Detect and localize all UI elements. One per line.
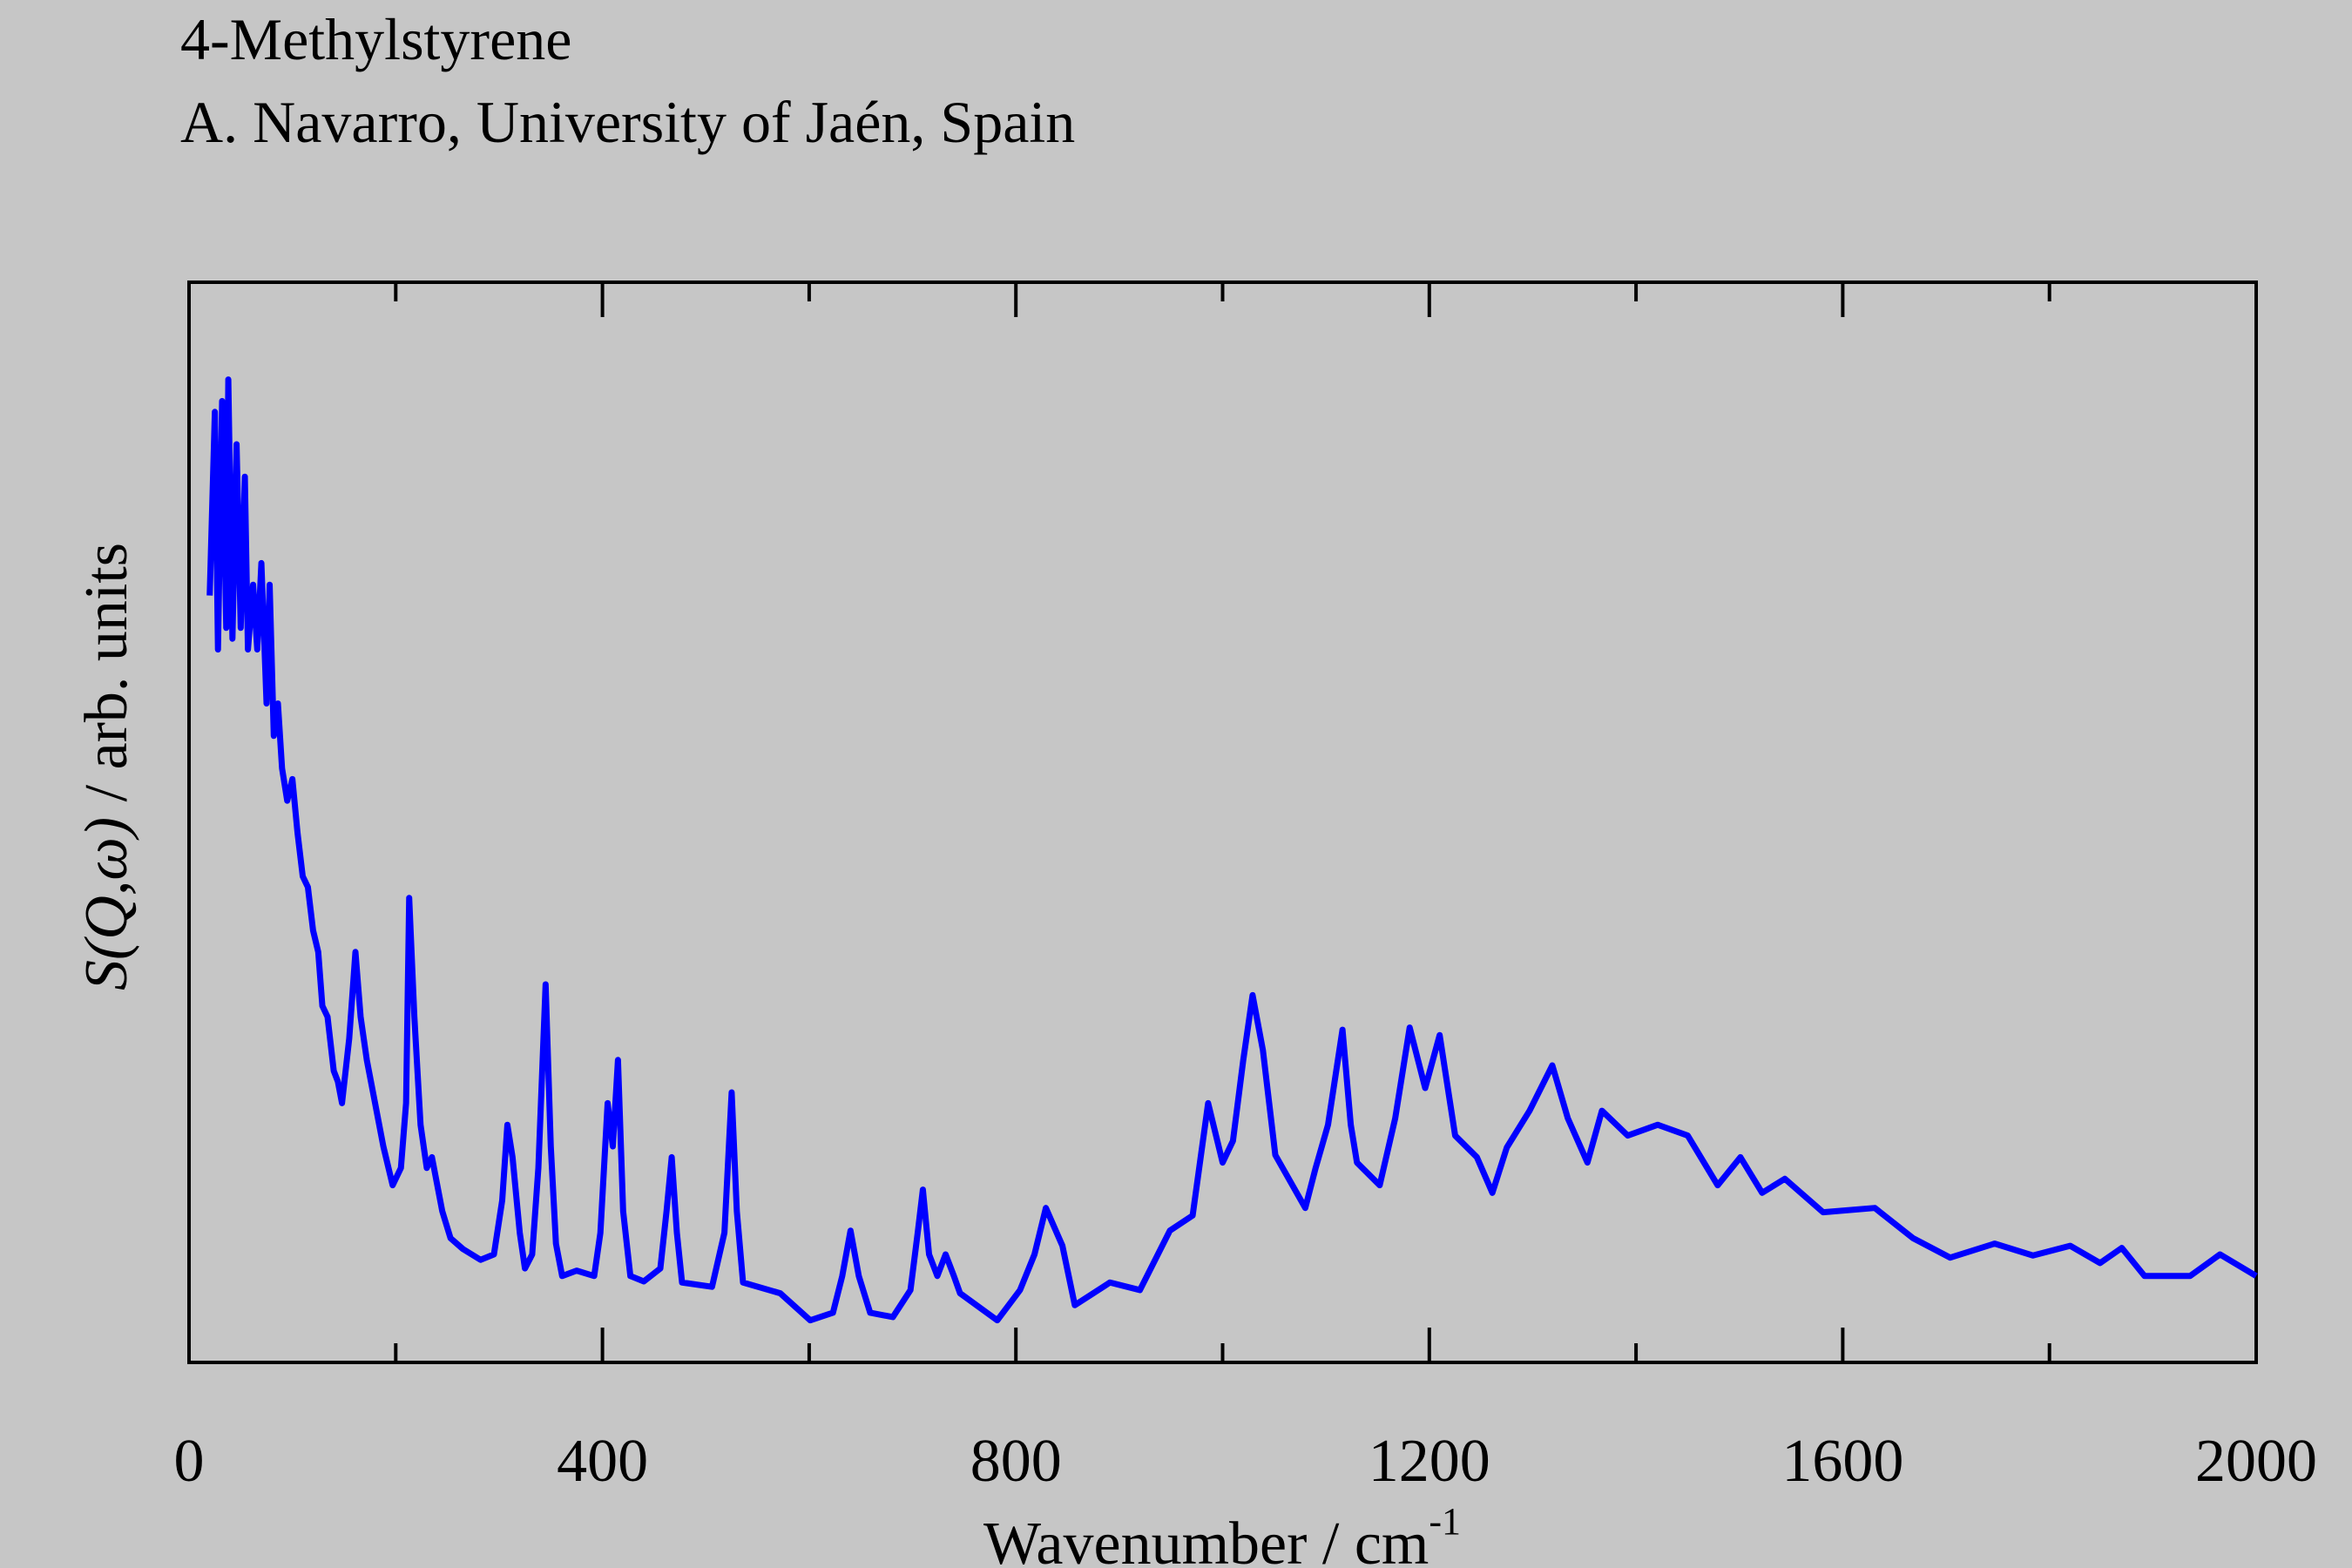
x-tick-label: 1200	[1369, 1428, 1490, 1495]
spectrum-line	[206, 376, 2258, 1324]
x-tick-label: 1600	[1781, 1428, 1903, 1495]
x-axis-label-superscript: -1	[1429, 1500, 1461, 1543]
y-axis-label: S(Q,ω) / arb. units	[73, 543, 140, 990]
chart-subtitle: A. Navarro, University of Jaén, Spain	[180, 89, 1075, 155]
x-tick-label: 800	[970, 1428, 1062, 1495]
y-axis-label-symbol: S(Q,ω)	[73, 817, 140, 990]
y-axis-label-text: / arb. units	[73, 543, 140, 817]
x-axis-label: Wavenumber / cm-1	[983, 1500, 1461, 1568]
x-tick-label: 0	[174, 1428, 205, 1495]
x-axis-label-text: Wavenumber / cm	[983, 1511, 1429, 1568]
x-tick-label: 400	[557, 1428, 648, 1495]
chart-title: 4-Methylstyrene	[180, 6, 571, 72]
x-tick-label: 2000	[2195, 1428, 2317, 1495]
